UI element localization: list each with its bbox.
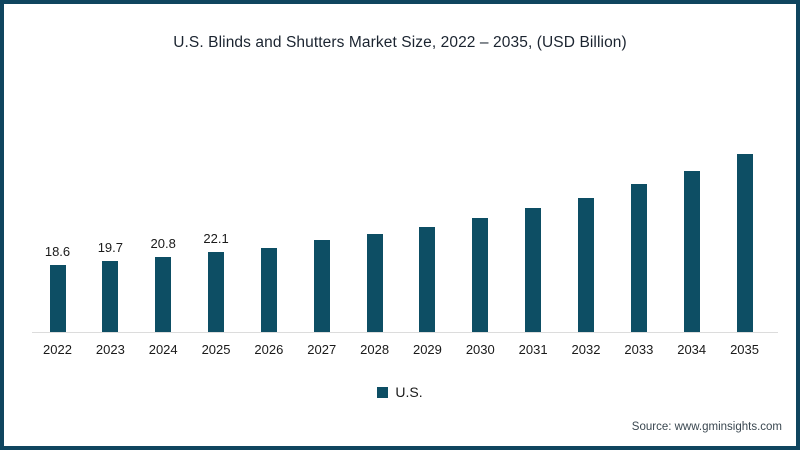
x-tick-2025: 2025	[201, 342, 231, 357]
bar-2034	[683, 171, 700, 332]
legend-swatch-us	[377, 386, 389, 398]
x-tick-2035: 2035	[730, 342, 759, 357]
value-label-2025: 22.1	[203, 231, 229, 246]
x-axis-line	[32, 332, 778, 333]
chart-title: U.S. Blinds and Shutters Market Size, 20…	[173, 34, 627, 51]
x-tick-2033: 2033	[624, 342, 654, 357]
x-tick-2026: 2026	[254, 342, 284, 357]
x-tick-2030: 2030	[465, 342, 495, 357]
bar-2027	[313, 240, 330, 332]
x-tick-2031: 2031	[518, 342, 548, 357]
bar-2024	[155, 257, 172, 332]
bar-2029	[419, 227, 436, 332]
bar-2022	[49, 265, 66, 332]
bar-2026	[260, 248, 277, 332]
value-label-2023: 19.7	[97, 240, 123, 255]
bar-2035	[736, 154, 753, 332]
x-tick-2032: 2032	[571, 342, 601, 357]
bar-2030	[472, 218, 489, 332]
value-label-2024: 20.8	[150, 236, 176, 251]
source-attribution: Source: www.gminsights.com	[631, 421, 782, 433]
legend: U.S.	[4, 384, 796, 400]
x-tick-2024: 2024	[148, 342, 178, 357]
bar-2023	[102, 261, 119, 332]
bar-2032	[578, 198, 594, 332]
x-tick-2023: 2023	[95, 342, 125, 357]
bar-2033	[630, 184, 647, 332]
legend-label-us: U.S.	[395, 384, 423, 400]
bar-2031	[525, 208, 542, 332]
x-tick-2028: 2028	[360, 342, 390, 357]
x-tick-2022: 2022	[43, 342, 72, 357]
x-tick-2027: 2027	[307, 342, 337, 357]
x-tick-2034: 2034	[677, 342, 707, 357]
value-label-2022: 18.6	[44, 244, 71, 259]
x-tick-2029: 2029	[412, 342, 442, 357]
bar-2025	[208, 252, 225, 332]
bar-2028	[366, 234, 383, 332]
bar-chart-plot: 18.6 2022 19.7 2023 20.8 2024 22.1 2025 2026 2027…	[4, 4, 796, 446]
